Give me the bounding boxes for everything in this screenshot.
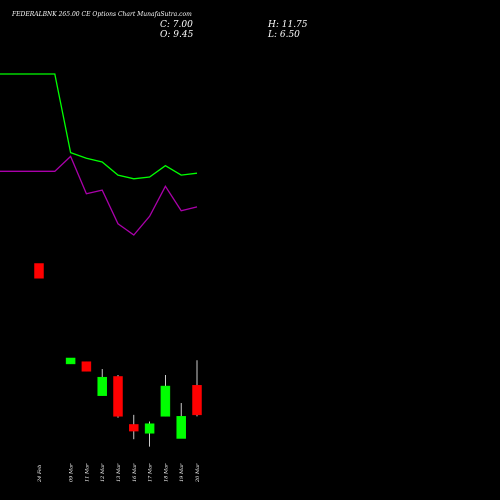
low-value: L: 6.50: [267, 30, 300, 40]
candle-body: [129, 424, 139, 432]
candle-body: [97, 376, 107, 396]
candle-body: [81, 361, 92, 372]
candle: [160, 374, 171, 417]
indicator-line-1: [0, 73, 198, 180]
candlesticks: [34, 263, 202, 447]
x-tick-label: 09 Mar: [69, 463, 75, 482]
candle: [129, 414, 139, 440]
chart-title: FEDERALBNK 265.00 CE Options Chart Munaf…: [11, 11, 192, 18]
x-tick-label: 18 Mar: [163, 463, 169, 482]
candle-body: [34, 263, 44, 279]
close-value: C: 7.00: [160, 20, 193, 30]
candle: [34, 263, 44, 279]
x-tick-label: 24 Feb: [37, 465, 43, 483]
high-value: H: 11.75: [267, 20, 308, 30]
candle-body: [176, 416, 186, 439]
x-tick-label: 17 Mar: [148, 463, 154, 482]
indicator-lines: [0, 73, 198, 236]
candle: [113, 374, 123, 418]
candle: [192, 360, 202, 417]
candle: [97, 369, 107, 396]
candle-body: [65, 357, 76, 365]
x-tick-label: 13 Mar: [116, 463, 122, 482]
x-axis-tick-labels: 24 Feb 09 Mar 11 Mar 12 Mar 13 Mar 16 Mar 17 M…: [37, 463, 201, 483]
x-tick-label: 11 Mar: [84, 463, 90, 482]
x-tick-label: 20 Mar: [195, 463, 201, 483]
candle: [65, 357, 76, 365]
candle-body: [144, 423, 155, 434]
x-tick-label: 19 Mar: [179, 463, 185, 482]
candle-body: [160, 385, 171, 417]
candle: [176, 403, 186, 439]
x-tick-label: 12 Mar: [100, 463, 106, 482]
indicator-line-2: [0, 155, 198, 236]
candle: [144, 421, 155, 447]
candle: [81, 361, 92, 372]
candle-body: [192, 385, 202, 416]
open-value: O: 9.45: [160, 30, 194, 40]
x-tick-label: 16 Mar: [132, 463, 138, 482]
candle-body: [113, 376, 123, 417]
